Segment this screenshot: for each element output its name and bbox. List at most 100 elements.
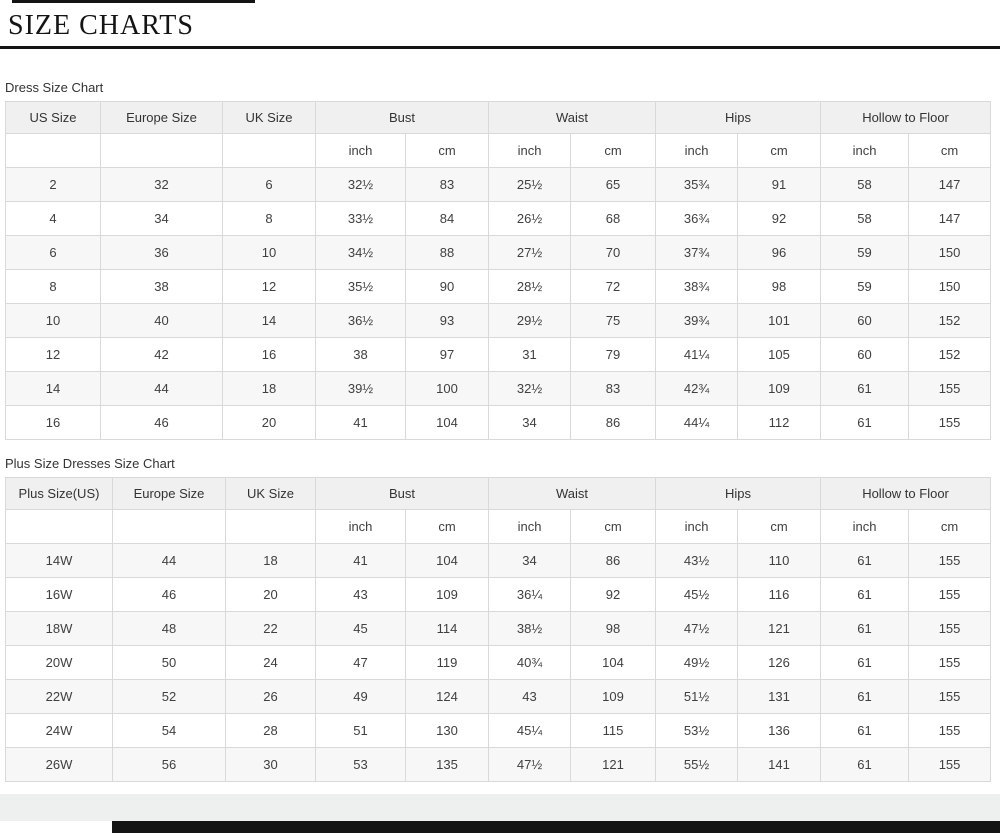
size-value-cell: 2 — [5, 167, 101, 202]
table-row: 16W 46 20 43 109 36¼ 92 45½ 116 61 155 — [5, 577, 992, 612]
top-partial-bar — [12, 0, 255, 3]
size-value-cell: 110 — [737, 543, 822, 578]
size-value-cell: 75 — [570, 303, 657, 338]
unit-header-cell: cm — [570, 509, 657, 544]
size-value-cell: 22 — [225, 611, 316, 646]
size-value-cell: 58 — [820, 201, 910, 236]
unit-header-cell: cm — [908, 133, 992, 168]
size-value-cell: 61 — [820, 747, 910, 782]
size-value-cell: 61 — [820, 713, 910, 748]
table-row: 20W 50 24 47 119 40¾ 104 49½ 126 61 155 — [5, 645, 992, 680]
size-value-cell: 4 — [5, 201, 101, 236]
size-value-cell: 38¾ — [655, 269, 739, 304]
size-value-cell: 14 — [5, 371, 101, 406]
unit-header-cell: inch — [820, 509, 910, 544]
size-value-cell: 155 — [908, 611, 992, 646]
size-value-cell: 91 — [737, 167, 822, 202]
size-value-cell: 32½ — [488, 371, 572, 406]
size-value-cell: 124 — [404, 679, 490, 714]
size-value-cell: 100 — [404, 371, 490, 406]
table-header-row: US Size Europe Size UK Size Bust Waist Hips Ho… — [5, 101, 992, 134]
size-value-cell: 61 — [820, 577, 910, 612]
size-value-cell: 51½ — [655, 679, 739, 714]
size-value-cell: 34 — [488, 405, 572, 440]
size-value-cell: 126 — [737, 645, 822, 680]
size-value-cell: 136 — [737, 713, 822, 748]
size-value-cell: 10 — [5, 303, 101, 338]
size-value-cell: 32½ — [315, 167, 406, 202]
column-header-cell: Plus Size(US) — [5, 477, 113, 510]
size-value-cell: 58 — [820, 167, 910, 202]
size-value-cell: 49 — [315, 679, 406, 714]
size-value-cell: 26 — [225, 679, 316, 714]
column-header-cell: Hips — [655, 101, 822, 134]
size-value-cell: 16W — [5, 577, 113, 612]
size-value-cell: 25½ — [488, 167, 572, 202]
size-value-cell: 24 — [225, 645, 316, 680]
section-label: Plus Size Dresses Size Chart — [5, 456, 175, 471]
size-value-cell: 6 — [5, 235, 101, 270]
table-header-row: Plus Size(US) Europe Size UK Size Bust Waist… — [5, 477, 992, 510]
table-row: 24W 54 28 51 130 45¼ 115 53½ 136 61 155 — [5, 713, 992, 748]
size-value-cell: 152 — [908, 303, 992, 338]
table-row: 10 40 14 36½ 93 29½ 75 39¾ 101 60 152 — [5, 303, 992, 338]
size-value-cell: 32 — [100, 167, 223, 202]
size-value-cell: 92 — [737, 201, 822, 236]
size-value-cell: 8 — [5, 269, 101, 304]
size-value-cell: 41 — [315, 405, 406, 440]
size-value-cell: 34 — [100, 201, 223, 236]
size-value-cell: 48 — [112, 611, 226, 646]
column-header-cell: Hollow to Floor — [820, 101, 992, 134]
column-header-cell: Hollow to Floor — [820, 477, 992, 510]
size-value-cell: 43½ — [655, 543, 739, 578]
size-value-cell: 68 — [570, 201, 657, 236]
size-value-cell: 53 — [315, 747, 406, 782]
dress-size-table: US Size Europe Size UK Size Bust Waist Hips Ho… — [5, 101, 992, 440]
size-value-cell: 42¾ — [655, 371, 739, 406]
column-header-cell: US Size — [5, 101, 101, 134]
size-value-cell: 39¾ — [655, 303, 739, 338]
size-value-cell: 24W — [5, 713, 113, 748]
footer-gray-band — [0, 794, 1000, 821]
size-value-cell: 43 — [488, 679, 572, 714]
size-value-cell: 34 — [488, 543, 572, 578]
size-value-cell: 18 — [225, 543, 316, 578]
size-value-cell: 47 — [315, 645, 406, 680]
size-value-cell: 116 — [737, 577, 822, 612]
size-value-cell: 65 — [570, 167, 657, 202]
size-value-cell: 16 — [5, 405, 101, 440]
size-value-cell: 54 — [112, 713, 226, 748]
size-value-cell: 119 — [404, 645, 490, 680]
size-value-cell: 93 — [404, 303, 490, 338]
size-value-cell: 155 — [908, 577, 992, 612]
size-value-cell: 37¾ — [655, 235, 739, 270]
size-value-cell: 141 — [737, 747, 822, 782]
size-value-cell: 14W — [5, 543, 113, 578]
size-value-cell: 39½ — [315, 371, 406, 406]
size-value-cell: 96 — [737, 235, 822, 270]
size-value-cell: 44 — [112, 543, 226, 578]
size-value-cell: 47½ — [655, 611, 739, 646]
unit-header-cell: inch — [315, 133, 406, 168]
size-value-cell: 130 — [404, 713, 490, 748]
column-header-cell: Europe Size — [112, 477, 226, 510]
size-value-cell: 41¼ — [655, 337, 739, 372]
size-value-cell: 41 — [315, 543, 406, 578]
size-value-cell: 18 — [222, 371, 316, 406]
size-value-cell: 109 — [570, 679, 657, 714]
size-value-cell: 155 — [908, 645, 992, 680]
size-value-cell: 97 — [404, 337, 490, 372]
unit-header-cell: cm — [404, 133, 490, 168]
size-value-cell: 90 — [404, 269, 490, 304]
unit-header-cell: cm — [737, 133, 822, 168]
size-value-cell: 40 — [100, 303, 223, 338]
size-value-cell: 104 — [570, 645, 657, 680]
size-value-cell: 44¼ — [655, 405, 739, 440]
size-value-cell: 51 — [315, 713, 406, 748]
size-value-cell: 55½ — [655, 747, 739, 782]
size-value-cell: 44 — [100, 371, 223, 406]
size-value-cell: 112 — [737, 405, 822, 440]
size-value-cell: 104 — [404, 543, 490, 578]
size-value-cell: 38½ — [488, 611, 572, 646]
size-value-cell: 86 — [570, 405, 657, 440]
